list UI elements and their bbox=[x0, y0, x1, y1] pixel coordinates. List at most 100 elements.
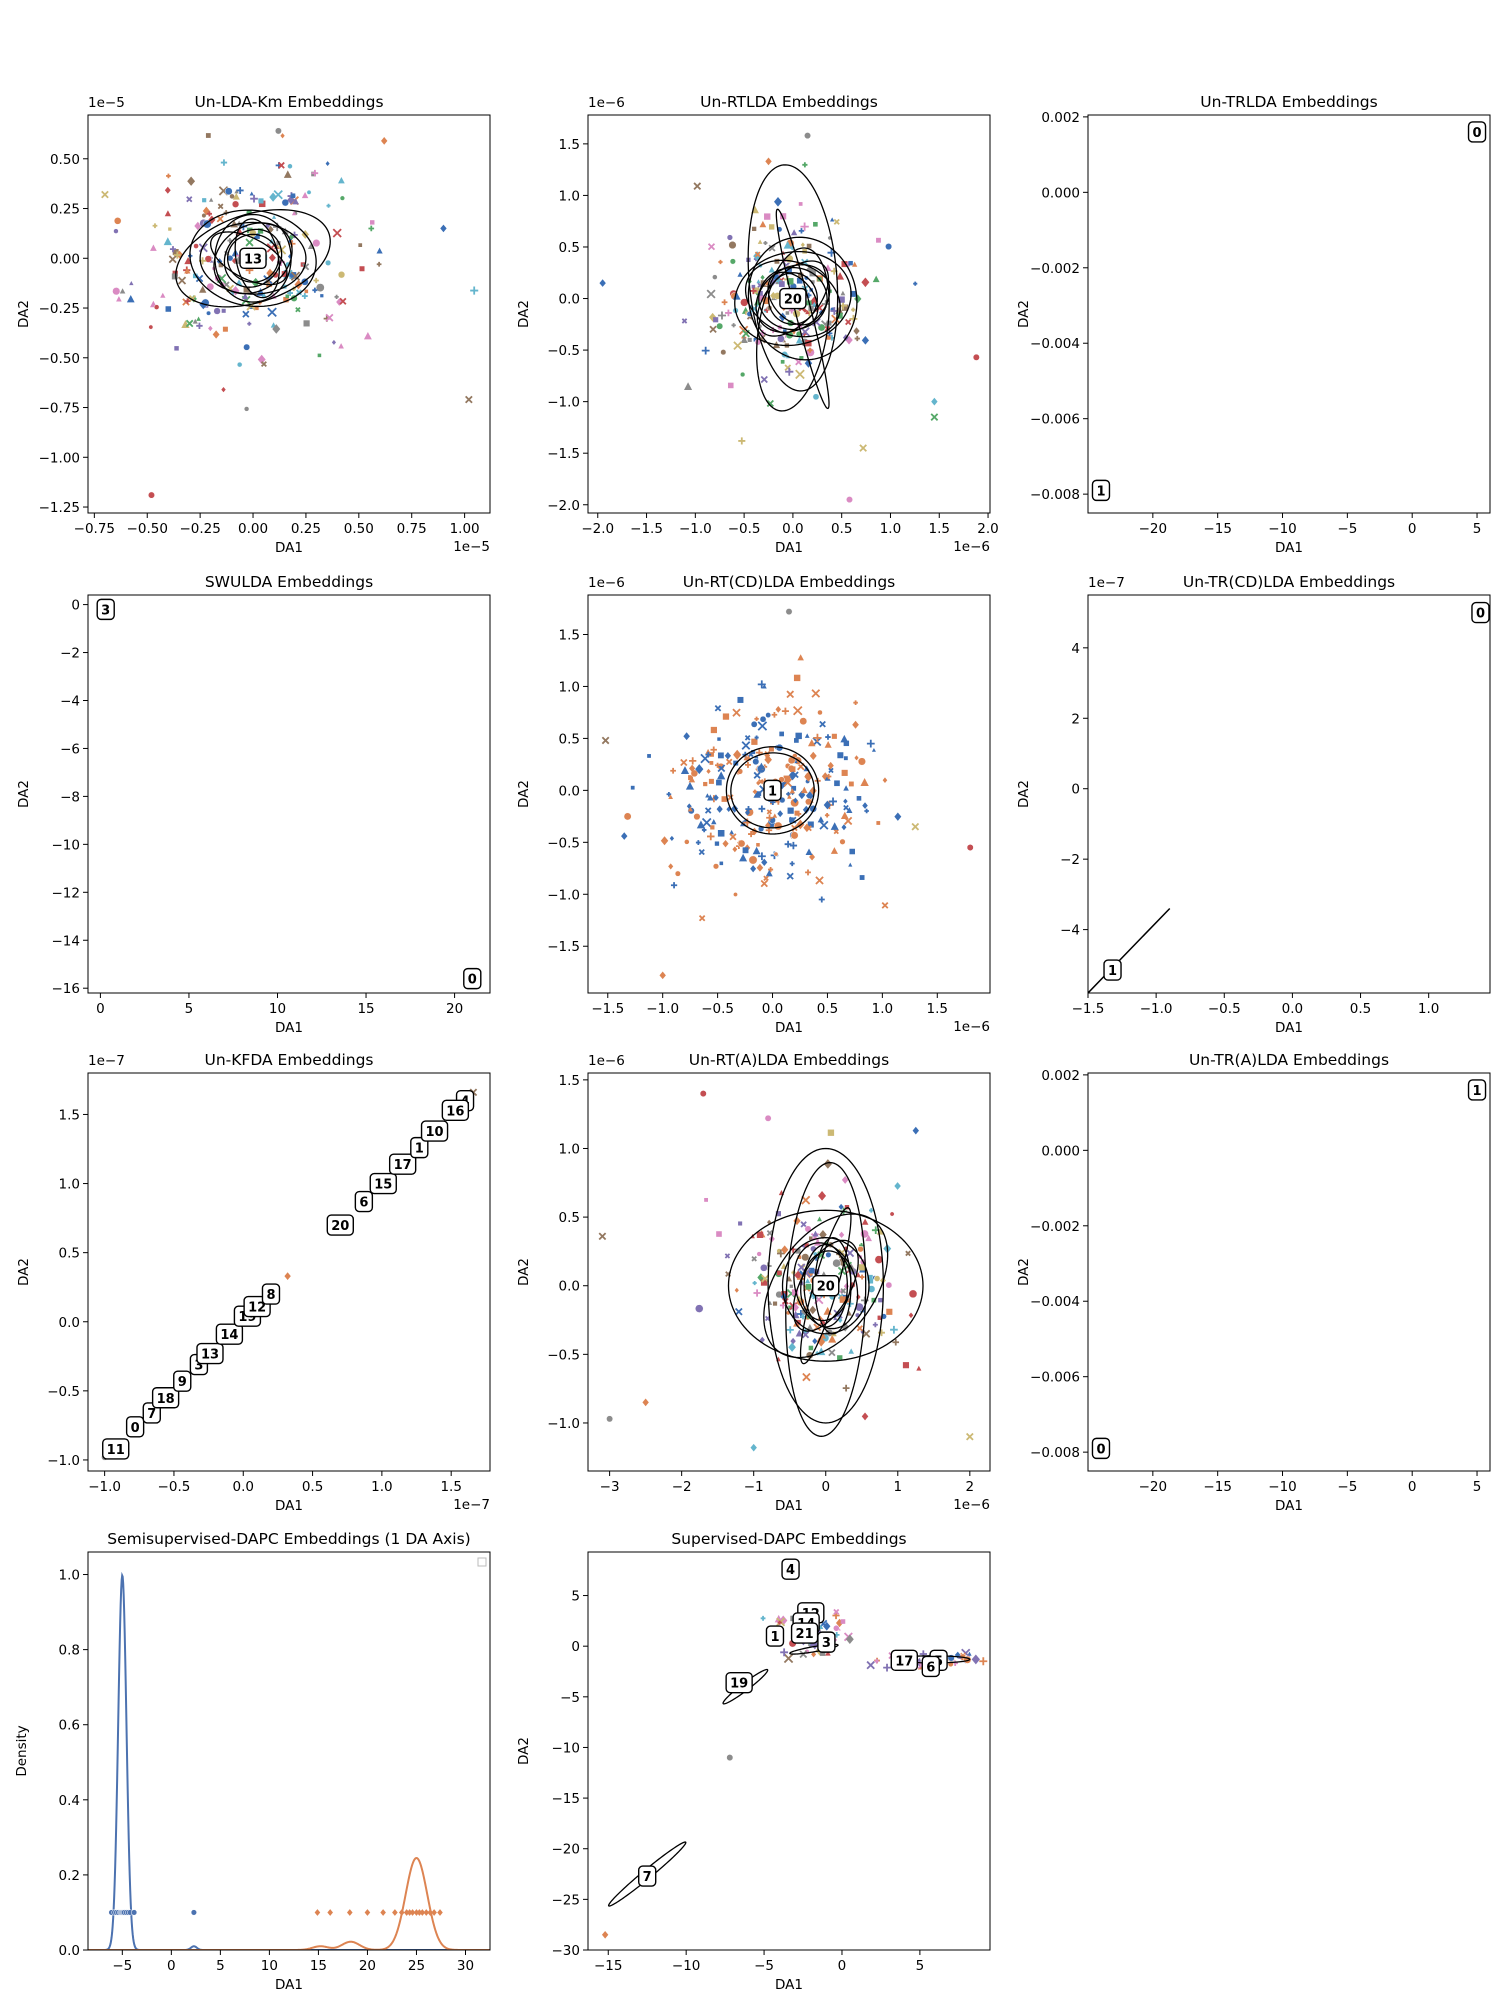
scatter-point bbox=[204, 255, 212, 263]
scatter-point bbox=[750, 1443, 757, 1452]
scatter-point bbox=[800, 327, 810, 337]
cluster-label-box bbox=[921, 1655, 940, 1678]
scatter-point bbox=[186, 196, 193, 203]
scatter-point bbox=[695, 764, 704, 775]
scatter-point bbox=[729, 833, 737, 841]
scatter-point bbox=[717, 752, 724, 759]
scatter-point bbox=[866, 739, 875, 748]
scatter-point bbox=[291, 211, 297, 216]
scatter-point bbox=[370, 220, 375, 225]
x-offset-text: 1e−6 bbox=[953, 1019, 990, 1035]
cluster-ellipse bbox=[767, 272, 818, 325]
scatter-point bbox=[209, 197, 214, 202]
scatter-point bbox=[789, 861, 795, 867]
scatter-point bbox=[754, 716, 759, 722]
scatter-point bbox=[738, 437, 746, 445]
scatter-point bbox=[732, 846, 738, 853]
scatter-point bbox=[823, 1621, 831, 1631]
y-tick-label: 0 bbox=[71, 598, 80, 614]
scatter-point bbox=[744, 734, 751, 741]
scatter-point bbox=[177, 276, 187, 285]
cluster-label-text: 6 bbox=[359, 1196, 368, 1211]
x-tick-label: −1.5 bbox=[1072, 1001, 1105, 1017]
scatter-point bbox=[819, 1230, 827, 1240]
x-tick-label: −5 bbox=[112, 1958, 132, 1974]
rug-point bbox=[392, 1909, 398, 1916]
scatter-point bbox=[359, 266, 365, 272]
scatter-point bbox=[783, 329, 787, 333]
scatter-point bbox=[761, 858, 768, 867]
scatter-point bbox=[797, 1270, 804, 1278]
rug-point bbox=[416, 1909, 423, 1916]
cluster-label-box bbox=[890, 1649, 919, 1672]
scatter-point bbox=[753, 337, 758, 342]
scatter-point bbox=[745, 805, 752, 813]
scatter-point bbox=[714, 841, 720, 846]
scatter-point bbox=[787, 807, 794, 814]
scatter-point bbox=[168, 255, 177, 264]
scatter-point bbox=[232, 192, 240, 200]
scatter-point bbox=[843, 798, 848, 804]
scatter-point bbox=[757, 239, 763, 244]
scatter-point bbox=[716, 805, 723, 813]
scatter-point bbox=[811, 1651, 817, 1658]
y-axis-label: DA2 bbox=[16, 300, 32, 328]
scatter-point bbox=[856, 1325, 863, 1332]
scatter-point bbox=[971, 1654, 980, 1665]
x-tick-label: 0.0 bbox=[233, 1479, 254, 1495]
scatter-point bbox=[852, 720, 859, 729]
scatter-point bbox=[774, 196, 782, 207]
scatter-point bbox=[808, 1267, 815, 1274]
cluster-label-text: 7 bbox=[643, 1870, 652, 1885]
scatter-point bbox=[838, 296, 845, 303]
scatter-point bbox=[306, 189, 312, 195]
scatter-point bbox=[268, 253, 276, 262]
scatter-point bbox=[788, 770, 797, 781]
scatter-point bbox=[337, 271, 346, 279]
scatter-point bbox=[775, 706, 782, 713]
y-offset-text: 1e−7 bbox=[1088, 575, 1125, 591]
scatter-point bbox=[708, 778, 714, 784]
scatter-point bbox=[785, 608, 793, 616]
scatter-point bbox=[601, 1930, 609, 1939]
scatter-point bbox=[721, 796, 728, 802]
scatter-point bbox=[325, 313, 334, 322]
cluster-label: 13 bbox=[196, 1342, 224, 1365]
y-tick-label: −4 bbox=[60, 693, 80, 709]
scatter-point bbox=[761, 1274, 770, 1283]
scatter-point bbox=[841, 769, 848, 776]
y-axis-label: DA2 bbox=[16, 1258, 32, 1286]
scatter-point bbox=[315, 283, 325, 293]
axes-frame bbox=[1087, 594, 1491, 994]
scatter-point bbox=[312, 287, 318, 293]
scatter-point bbox=[737, 839, 746, 848]
scatter-point bbox=[873, 1275, 881, 1282]
scatter-point bbox=[795, 1329, 803, 1337]
cluster-ellipse bbox=[213, 222, 293, 295]
scatter-point bbox=[811, 689, 821, 698]
cluster-label-text: 1 bbox=[1096, 484, 1105, 499]
scatter-point bbox=[376, 261, 382, 267]
y-tick-label: −2 bbox=[60, 646, 80, 662]
scatter-point bbox=[694, 1304, 704, 1313]
y-tick-label: −10 bbox=[552, 1740, 581, 1756]
scatter-point bbox=[833, 828, 839, 835]
x-tick-label: 0 bbox=[838, 1958, 847, 1974]
cluster-label-box bbox=[96, 598, 115, 621]
scatter-point bbox=[695, 840, 701, 845]
scatter-point bbox=[838, 1203, 844, 1210]
rug-point bbox=[431, 1909, 437, 1916]
chart-title: Un-RTLDA Embeddings bbox=[700, 93, 878, 111]
x-tick-label: −1.0 bbox=[88, 1479, 121, 1495]
scatter-point bbox=[806, 243, 812, 249]
x-tick-label: 15 bbox=[357, 1001, 374, 1017]
scatter-point bbox=[376, 247, 383, 254]
scatter-point bbox=[801, 1253, 810, 1262]
cluster-label-text: 19 bbox=[730, 1677, 748, 1692]
scatter-point bbox=[850, 290, 857, 297]
scatter-point bbox=[710, 746, 717, 753]
cluster-label: 20 bbox=[779, 287, 807, 310]
y-tick-label: −0.5 bbox=[547, 835, 580, 851]
scatter-point bbox=[748, 831, 755, 838]
